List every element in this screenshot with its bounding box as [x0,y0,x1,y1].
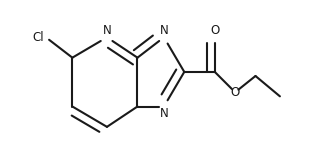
Text: N: N [160,24,168,37]
Text: N: N [160,107,168,120]
Text: O: O [210,24,219,37]
Text: N: N [102,24,111,37]
Text: O: O [230,86,240,99]
Text: Cl: Cl [32,31,44,44]
